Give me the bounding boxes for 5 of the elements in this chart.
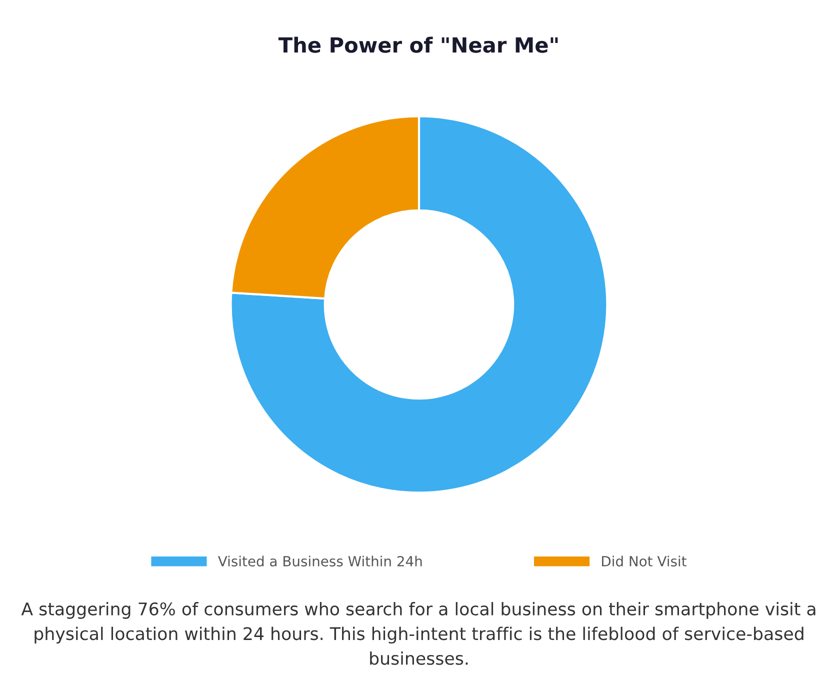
text: A staggering 76% of consumers who search for a local business on their smartphone visit a physical location within 24 hours. This high-intent traffic is the lifeblood of service-based businesses. (21, 602, 816, 665)
chart-title: The Power of "Near Me" (278, 36, 558, 53)
legend-label: Visited a Business Within 24h (218, 556, 422, 566)
donut-slice (230, 115, 608, 494)
legend-label: Did Not Visit (602, 556, 686, 566)
